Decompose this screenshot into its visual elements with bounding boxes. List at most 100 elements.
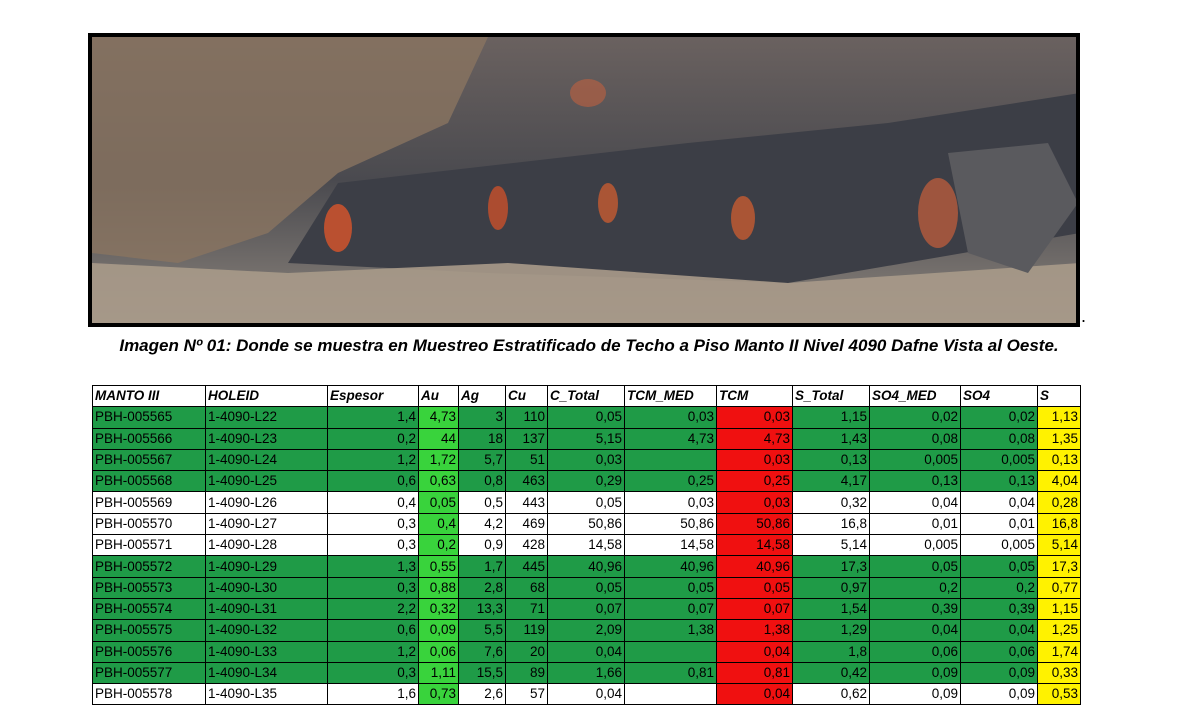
cell: 1-4090-L22	[205, 406, 328, 429]
cell: 1,54	[792, 597, 870, 621]
cell: 0,3	[327, 576, 419, 599]
cell: 1,35	[1037, 427, 1081, 450]
caption: Imagen Nº 01: Donde se muestra en Muestr…	[119, 336, 1059, 355]
cell: 463	[505, 470, 548, 493]
data-table: MANTO III HOLEID Espesor Au Ag Cu C_Total TCM_M…	[92, 384, 1081, 706]
cell: 1-4090-L29	[205, 555, 328, 578]
cell: PBH-005569	[92, 491, 206, 514]
cell: 5,7	[458, 448, 506, 472]
cell: 1-4090-L30	[205, 576, 328, 599]
cell: 17,3	[1037, 555, 1081, 578]
cell: 4,2	[458, 512, 506, 536]
cell: 110	[505, 406, 548, 429]
header-cell: Ag	[458, 384, 506, 408]
cell: 5,14	[1037, 534, 1081, 557]
cell: 0,03	[624, 406, 717, 429]
cell: 1,15	[1037, 597, 1081, 621]
table-row: PBH-005570 1-4090-L27 0,3 0,4 4,2 469 50,86 50,…	[92, 512, 1081, 536]
cell: 0,09	[960, 683, 1038, 706]
cell: 0,03	[716, 448, 793, 472]
cell: PBH-005573	[92, 576, 206, 599]
cell: 0,04	[960, 619, 1038, 642]
cell: 5,5	[458, 619, 506, 642]
cell: 1,11	[418, 661, 459, 685]
cell: 50,86	[716, 512, 793, 536]
cell: 0,05	[716, 576, 793, 599]
cell: 1-4090-L35	[205, 683, 328, 706]
cell: 0,32	[418, 597, 459, 621]
cell: 1-4090-L28	[205, 534, 328, 557]
cell: 119	[505, 619, 548, 642]
cell: 3	[458, 406, 506, 429]
table-row: PBH-005572 1-4090-L29 1,3 0,55 1,7 445 40,96 40…	[92, 555, 1081, 578]
cell: 5,15	[547, 427, 625, 450]
cell: 0,06	[418, 640, 459, 663]
cell: 0,6	[327, 470, 419, 493]
cell: 89	[505, 661, 548, 685]
cell: PBH-005568	[92, 470, 206, 493]
cell: 71	[505, 597, 548, 621]
cell: 1,4	[327, 406, 419, 429]
cell: 0,3	[327, 512, 419, 536]
cell: 0,33	[1037, 661, 1081, 685]
cell: 1,38	[716, 619, 793, 642]
cell: 0,81	[624, 661, 717, 685]
cell: 469	[505, 512, 548, 536]
cell: 0,88	[418, 576, 459, 599]
cell: 7,6	[458, 640, 506, 663]
cell: 0,07	[547, 597, 625, 621]
header-cell: C_Total	[547, 384, 625, 408]
header-cell: HOLEID	[205, 384, 328, 408]
cell: 1-4090-L32	[205, 619, 328, 642]
cell: 4,73	[716, 427, 793, 450]
dot: .	[1081, 306, 1087, 326]
cell: 0,02	[869, 406, 961, 429]
header-cell: SO4_MED	[869, 384, 961, 408]
cell: 0,53	[1037, 683, 1081, 706]
cell: 0,2	[869, 576, 961, 599]
table-row: PBH-005565 1-4090-L22 1,4 4,73 3 110 0,05 0,03 0…	[92, 406, 1081, 429]
table-row: PBH-005575 1-4090-L32 0,6 0,09 5,5 119 2,09 1,3…	[92, 619, 1081, 642]
cell	[624, 683, 717, 706]
cell: 0,81	[716, 661, 793, 685]
cell: PBH-005576	[92, 640, 206, 663]
header-cell: TCM_MED	[624, 384, 717, 408]
cell: 0,04	[869, 491, 961, 514]
cell: 14,58	[716, 534, 793, 557]
cell: 14,58	[624, 534, 717, 557]
table-row: PBH-005571 1-4090-L28 0,3 0,2 0,9 428 14,58 14,…	[92, 534, 1081, 557]
cell: 51	[505, 448, 548, 472]
table-row: PBH-005577 1-4090-L34 0,3 1,11 15,5 89 1,66 0,8…	[92, 661, 1081, 685]
cell: 0,005	[960, 534, 1038, 557]
cell: 0,05	[547, 576, 625, 599]
cell: 1-4090-L31	[205, 597, 328, 621]
cell: 1,38	[624, 619, 717, 642]
cell: 0,55	[418, 555, 459, 578]
table-row: PBH-005567 1-4090-L24 1,2 1,72 5,7 51 0,03 0,03…	[92, 448, 1081, 472]
cell: PBH-005572	[92, 555, 206, 578]
cell: PBH-005570	[92, 512, 206, 536]
cell: 443	[505, 491, 548, 514]
cell: 0,05	[547, 491, 625, 514]
cell: 15,5	[458, 661, 506, 685]
header-row: MANTO III HOLEID Espesor Au Ag Cu C_Total TCM_M…	[92, 384, 1081, 408]
cell: 137	[505, 427, 548, 450]
cell: PBH-005578	[92, 683, 206, 706]
cell: 13,3	[458, 597, 506, 621]
table-row: PBH-005578 1-4090-L35 1,6 0,73 2,6 57 0,04 0,04…	[92, 683, 1081, 706]
cell: PBH-005567	[92, 448, 206, 472]
cell: 0,005	[869, 534, 961, 557]
header-cell: MANTO III	[92, 384, 206, 408]
cell: 40,96	[716, 555, 793, 578]
cell: 0,05	[547, 406, 625, 429]
cell: 1-4090-L34	[205, 661, 328, 685]
cell: 0,04	[547, 640, 625, 663]
cell: 0,05	[624, 576, 717, 599]
table-row: PBH-005576 1-4090-L33 1,2 0,06 7,6 20 0,04 0,04…	[92, 640, 1081, 663]
cell: 1-4090-L33	[205, 640, 328, 663]
cell: 0,4	[418, 512, 459, 536]
cell: 20	[505, 640, 548, 663]
cell: 1,13	[1037, 406, 1081, 429]
cell: PBH-005575	[92, 619, 206, 642]
cell: 0,04	[547, 683, 625, 706]
